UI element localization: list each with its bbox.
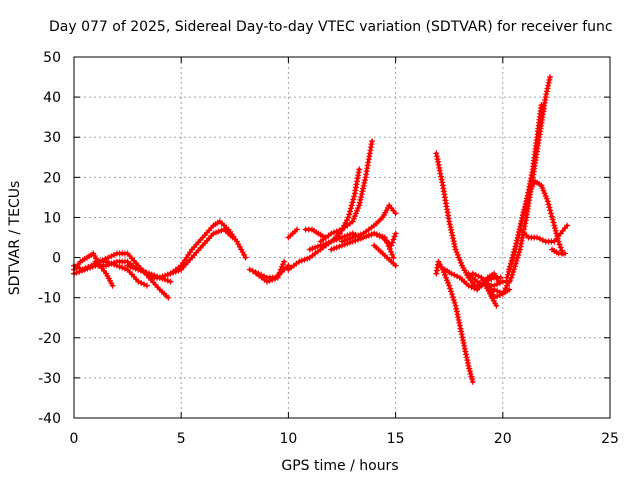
x-tick-label: 25 — [601, 431, 619, 447]
y-axis-label: SDTVAR / TECUs — [7, 181, 23, 296]
series-markers — [371, 242, 399, 269]
y-tick-label: 30 — [43, 130, 61, 146]
x-axis-label: GPS time / hours — [281, 458, 398, 474]
series-sat-h — [253, 258, 288, 285]
series-markers — [549, 246, 568, 257]
series-sat-r — [433, 258, 476, 385]
series-sat-s — [433, 150, 502, 289]
y-tick-label: -20 — [38, 331, 61, 347]
y-tick-label: 0 — [52, 251, 61, 267]
y-tick-label: 40 — [43, 90, 61, 106]
y-axis-label-group: SDTVAR / TECUs — [7, 181, 23, 296]
x-tick-label: 5 — [177, 431, 186, 447]
series-sat-aa — [517, 222, 571, 245]
plot-frame — [73, 56, 611, 419]
axis-ticks: 0 5 10 15 20 25 -40 -30 -20 -10 0 10 20 30 40 50 — [38, 50, 619, 447]
series-markers — [433, 258, 476, 385]
y-tick-label: 20 — [43, 170, 61, 186]
x-tick-label: 15 — [387, 431, 405, 447]
x-tick-label: 10 — [279, 431, 297, 447]
series-sat-ab — [549, 246, 568, 257]
series-markers — [146, 226, 236, 281]
series-markers — [517, 222, 571, 245]
series-sat-q — [371, 242, 399, 269]
series-markers — [360, 230, 399, 249]
y-tick-label: 10 — [43, 210, 61, 226]
series-markers — [92, 258, 150, 289]
series-sat-e — [124, 218, 249, 281]
series-sat-i — [285, 226, 300, 241]
series-markers — [317, 138, 375, 245]
series-sat-m — [317, 138, 375, 245]
series-sat-w — [478, 274, 500, 309]
y-tick-label: -10 — [38, 291, 61, 307]
series-sat-d — [92, 258, 150, 289]
data-series — [71, 74, 571, 385]
y-tick-label: -40 — [38, 411, 61, 427]
series-sat-o — [339, 202, 399, 245]
chart-title: Day 077 of 2025, Sidereal Day-to-day VTE… — [49, 19, 613, 35]
y-tick-label: -30 — [38, 371, 61, 387]
x-tick-label: 0 — [70, 431, 79, 447]
series-markers — [253, 258, 288, 285]
series-sat-p — [360, 230, 399, 249]
series-markers — [285, 226, 300, 241]
series-markers — [433, 150, 502, 289]
series-line — [479, 276, 498, 308]
series-markers — [339, 202, 399, 245]
series-sat-f — [146, 226, 236, 281]
y-tick-label: 50 — [43, 50, 61, 66]
series-markers — [478, 274, 500, 309]
x-tick-label: 20 — [494, 431, 512, 447]
